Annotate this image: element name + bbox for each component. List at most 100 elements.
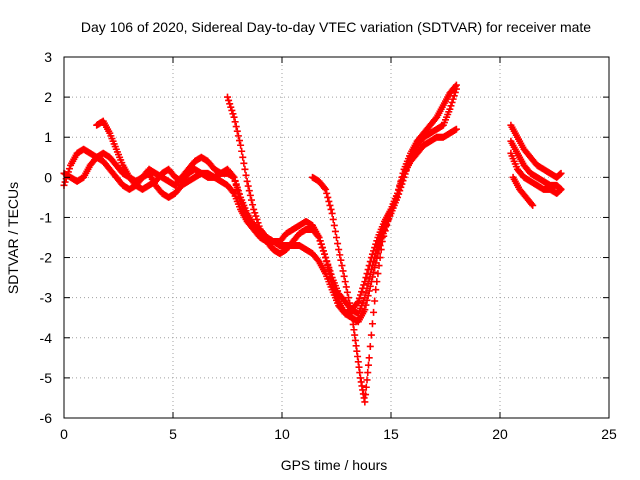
data-point [230,113,238,121]
data-point [366,270,374,278]
data-point [364,280,372,288]
data-point [364,369,372,377]
data-point [395,185,403,193]
data-point [557,185,565,193]
data-point [396,181,404,189]
data-point [361,294,369,302]
data-point [374,270,382,278]
data-point [252,212,260,220]
y-tick-label: -5 [40,370,53,386]
y-tick-label: -2 [40,250,53,266]
data-point [325,197,333,205]
series-track-f [507,121,565,181]
data-point [451,82,459,90]
x-tick-label: 0 [60,426,68,442]
data-point [366,342,374,350]
series-track-h [507,149,565,197]
y-tick-label: 1 [44,129,52,145]
data-point [324,260,332,268]
data-point [372,250,380,258]
data-point [371,297,379,305]
data-point [229,110,237,118]
data-point [224,93,231,101]
data-point [235,137,243,145]
data-point [364,361,372,369]
data-point [361,306,369,314]
x-tick-label: 25 [601,426,617,442]
data-point [380,232,388,240]
data-point [336,251,344,259]
data-point [373,278,381,286]
data-point [316,237,324,245]
y-tick-label: 3 [44,49,52,65]
data-point [360,281,368,289]
data-point [244,182,252,190]
data-point [363,284,371,292]
data-point [384,216,392,224]
y-tick-label: -6 [40,410,53,426]
x-tick-label: 15 [383,426,399,442]
data-point [341,278,349,286]
x-axis-label: GPS time / hours [281,457,388,473]
data-point [225,96,233,104]
data-point [448,98,456,106]
data-point [319,247,327,255]
data-point [386,211,394,219]
data-point [242,171,250,179]
data-point [367,331,375,339]
data-point [321,184,329,192]
data-point [253,215,261,223]
y-tick-label: 2 [44,89,52,105]
data-point [233,127,241,135]
data-point [243,177,251,185]
data-point [65,165,73,173]
data-point [231,118,239,126]
y-tick-label: -1 [40,209,53,225]
data-point [315,234,323,241]
data-point [246,191,254,199]
data-point [322,185,330,193]
data-point [326,267,334,275]
data-point [362,391,370,399]
data-point [370,308,378,316]
y-tick-label: -4 [40,330,53,346]
data-point [333,234,340,241]
data-point [226,100,234,108]
data-point [254,219,262,227]
tick-layer: 0 5 10 15 20 25 -6 -5 -4 -3 -2 -1 0 1 2 3 [40,49,617,442]
data-point [365,275,373,283]
series-track-e [309,173,395,406]
x-tick-label: 10 [274,426,290,442]
data-point [327,205,335,213]
data-point [234,132,242,140]
data-point [232,123,240,131]
data-point [235,190,243,198]
data-point [367,266,375,274]
data-point [399,169,407,177]
data-point [342,283,350,291]
data-point [398,173,406,181]
data-point [337,256,345,264]
data-point [240,159,248,167]
data-point [331,227,339,235]
data-point [323,257,331,265]
data-point [247,196,255,204]
chart-title: Day 106 of 2020, Sidereal Day-to-day VTE… [81,19,591,35]
data-point [375,262,383,270]
data-point [372,286,380,294]
data-point [245,187,253,195]
series-track-d [224,93,284,258]
data-point [329,215,337,223]
data-point [358,288,366,296]
data-point [381,227,389,235]
data-point [356,291,364,299]
y-tick-label: -3 [40,290,53,306]
data-point [383,221,391,229]
data-point [449,95,457,103]
data-point [232,180,240,188]
series-track-i [509,173,537,209]
data-point [362,289,370,297]
data-point [318,244,326,252]
data-point [338,262,346,270]
